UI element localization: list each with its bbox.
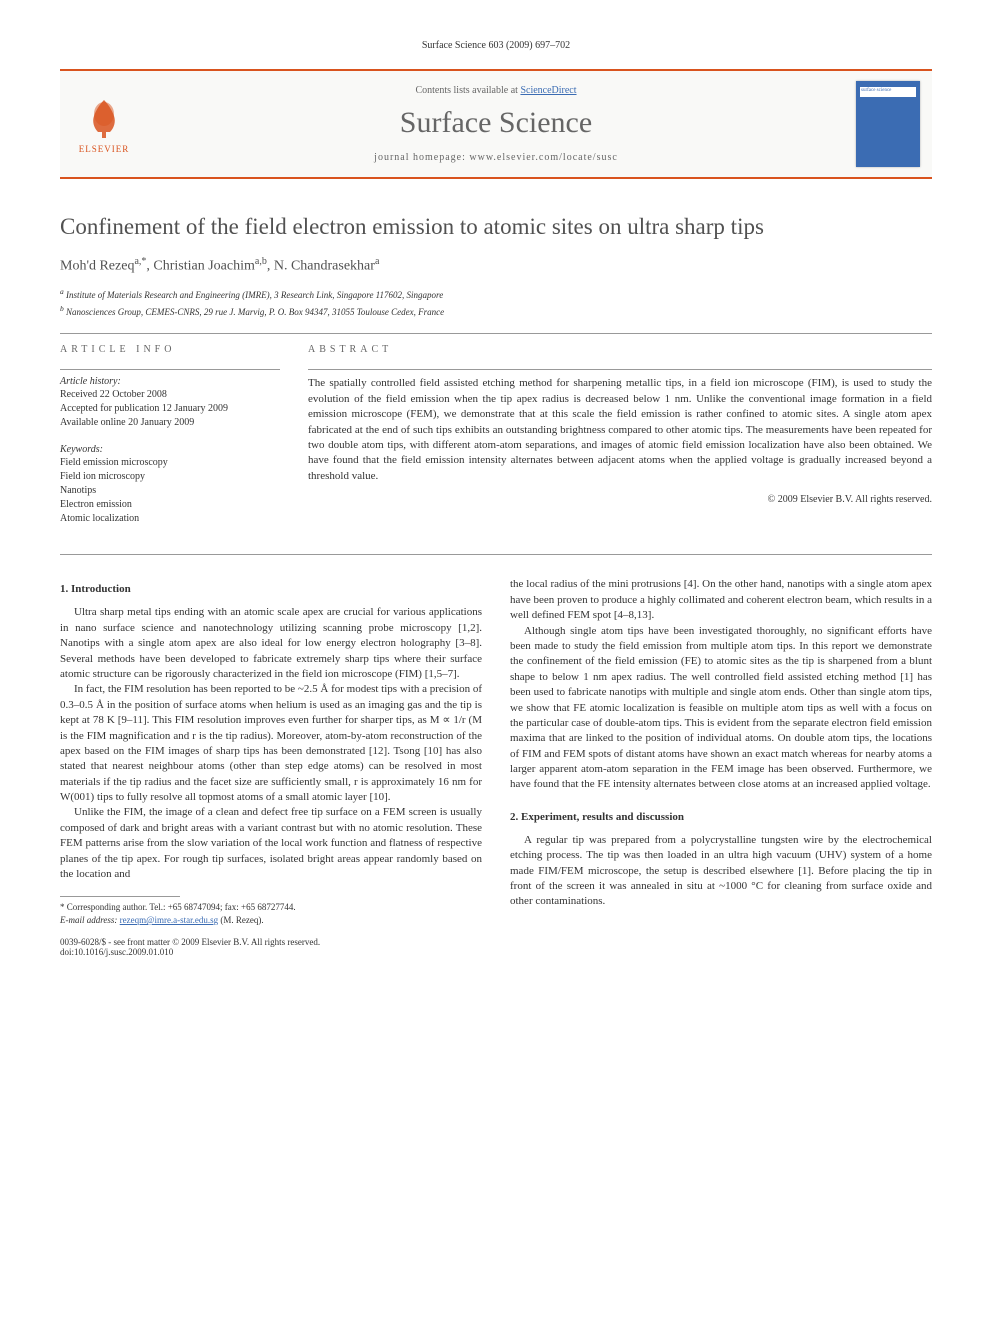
corresponding-author-footnote: * Corresponding author. Tel.: +65 687470… <box>60 901 482 926</box>
info-divider <box>60 369 280 370</box>
section-1-heading: 1. Introduction <box>60 583 482 595</box>
history-accepted: Accepted for publication 12 January 2009 <box>60 402 280 416</box>
affiliation-a: a Institute of Materials Research and En… <box>60 286 932 303</box>
author-2-aff: a,b <box>255 256 267 267</box>
body-para-4: the local radius of the mini protrusions… <box>510 577 932 623</box>
history-heading: Article history: <box>60 376 280 387</box>
corr-email-link[interactable]: rezeqm@imre.a-star.edu.sg <box>120 915 219 925</box>
abstract-label: ABSTRACT <box>308 344 932 355</box>
keyword-4: Electron emission <box>60 498 280 512</box>
body-para-5: Although single atom tips have been inve… <box>510 624 932 793</box>
footnote-separator <box>60 896 180 897</box>
history-received: Received 22 October 2008 <box>60 388 280 402</box>
divider <box>60 333 932 334</box>
corr-author-email-line: E-mail address: rezeqm@imre.a-star.edu.s… <box>60 914 482 927</box>
keyword-1: Field emission microscopy <box>60 456 280 470</box>
corr-author-line: * Corresponding author. Tel.: +65 687470… <box>60 901 482 914</box>
page-header-citation: Surface Science 603 (2009) 697–702 <box>60 40 932 51</box>
elsevier-tree-icon <box>80 94 128 142</box>
keywords-heading: Keywords: <box>60 444 280 455</box>
journal-name: Surface Science <box>136 106 856 140</box>
homepage-url: www.elsevier.com/locate/susc <box>469 152 617 163</box>
body-para-2: In fact, the FIM resolution has been rep… <box>60 682 482 805</box>
footer-line-1: 0039-6028/$ - see front matter © 2009 El… <box>60 937 482 947</box>
body-para-3: Unlike the FIM, the image of a clean and… <box>60 805 482 882</box>
page-footer: 0039-6028/$ - see front matter © 2009 El… <box>60 937 482 957</box>
keyword-2: Field ion microscopy <box>60 470 280 484</box>
article-title: Confinement of the field electron emissi… <box>60 213 932 242</box>
info-abstract-row: ARTICLE INFO Article history: Received 2… <box>60 344 932 540</box>
keyword-5: Atomic localization <box>60 512 280 526</box>
author-3: N. Chandrasekhar <box>274 258 375 273</box>
author-1: Moh'd Rezeq <box>60 258 134 273</box>
keyword-3: Nanotips <box>60 484 280 498</box>
abstract-copyright: © 2009 Elsevier B.V. All rights reserved… <box>308 494 932 505</box>
article-info-label: ARTICLE INFO <box>60 344 280 355</box>
contents-prefix: Contents lists available at <box>415 85 520 96</box>
history-online: Available online 20 January 2009 <box>60 416 280 430</box>
journal-banner: ELSEVIER Contents lists available at Sci… <box>60 69 932 179</box>
divider-2 <box>60 554 932 555</box>
affiliation-b: b Nanosciences Group, CEMES-CNRS, 29 rue… <box>60 303 932 320</box>
article-info-column: ARTICLE INFO Article history: Received 2… <box>60 344 280 540</box>
abstract-divider <box>308 369 932 370</box>
cover-label: surface science <box>861 88 891 93</box>
body-para-6: A regular tip was prepared from a polycr… <box>510 833 932 910</box>
body-columns: 1. Introduction Ultra sharp metal tips e… <box>60 577 932 956</box>
author-3-aff: a <box>375 256 379 267</box>
section-2-heading: 2. Experiment, results and discussion <box>510 811 932 823</box>
affiliations: a Institute of Materials Research and En… <box>60 286 932 319</box>
sciencedirect-link[interactable]: ScienceDirect <box>520 85 576 96</box>
authors-line: Moh'd Rezeqa,*, Christian Joachima,b, N.… <box>60 256 932 275</box>
abstract-column: ABSTRACT The spatially controlled field … <box>308 344 932 540</box>
publisher-logo: ELSEVIER <box>72 94 136 154</box>
footer-line-2: doi:10.1016/j.susc.2009.01.010 <box>60 947 482 957</box>
homepage-prefix: journal homepage: <box>374 152 469 163</box>
banner-center: Contents lists available at ScienceDirec… <box>136 85 856 163</box>
publisher-name: ELSEVIER <box>79 144 130 154</box>
article-history-block: Article history: Received 22 October 200… <box>60 376 280 430</box>
author-2: Christian Joachim <box>153 258 255 273</box>
body-column-left: 1. Introduction Ultra sharp metal tips e… <box>60 577 482 956</box>
author-1-aff: a,* <box>134 256 146 267</box>
abstract-text: The spatially controlled field assisted … <box>308 376 932 484</box>
contents-line: Contents lists available at ScienceDirec… <box>136 85 856 96</box>
keywords-block: Keywords: Field emission microscopy Fiel… <box>60 444 280 526</box>
email-label: E-mail address: <box>60 915 117 925</box>
journal-cover-thumbnail: surface science <box>856 81 920 167</box>
body-para-1: Ultra sharp metal tips ending with an at… <box>60 605 482 682</box>
email-suffix: (M. Rezeq). <box>220 915 263 925</box>
homepage-line: journal homepage: www.elsevier.com/locat… <box>136 152 856 163</box>
body-column-right: the local radius of the mini protrusions… <box>510 577 932 956</box>
